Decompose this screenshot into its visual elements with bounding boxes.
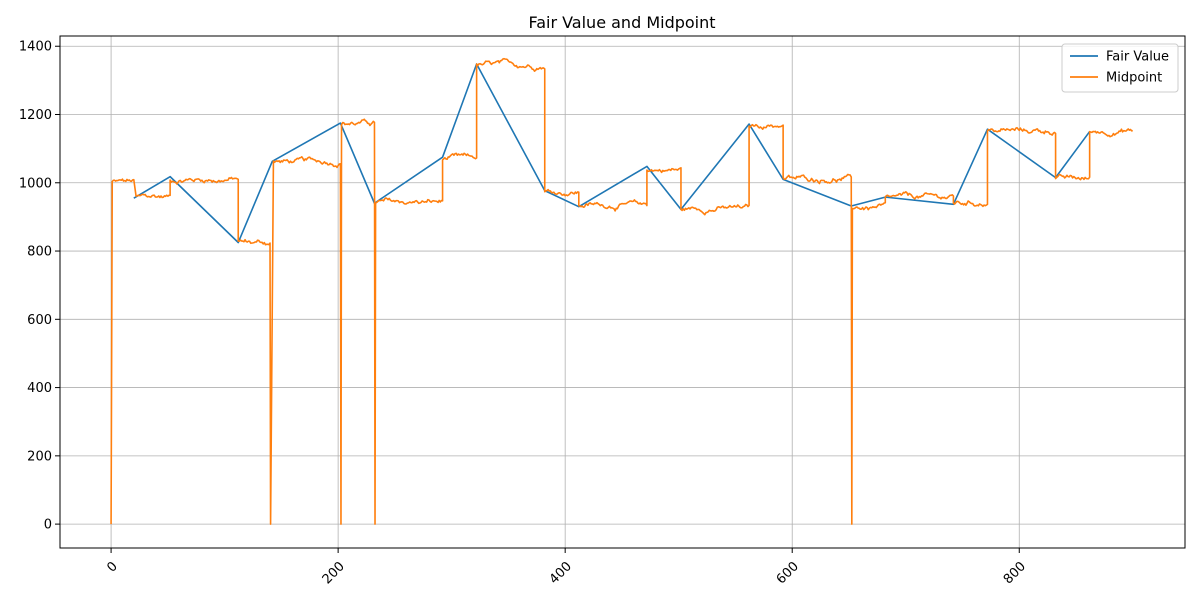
y-tick-label: 400: [27, 381, 52, 396]
y-tick-label: 1400: [19, 40, 52, 55]
series-line-fair-value: [133, 63, 1091, 244]
y-tick-label: 800: [27, 245, 52, 260]
y-tick-label: 1200: [19, 108, 52, 123]
series-line-midpoint: [110, 57, 1133, 525]
x-tick-label: 600: [774, 559, 802, 587]
x-tick-label: 0: [104, 559, 120, 575]
series-layer: [110, 57, 1133, 525]
y-tick-label: 1000: [19, 176, 52, 191]
ticks: 0 200 400 600 800 1000 1200 1400 0 200 400 600 800: [19, 40, 1029, 588]
y-tick-label: 0: [44, 518, 52, 533]
y-tick-label: 200: [27, 449, 52, 464]
x-tick-label: 400: [547, 559, 575, 587]
chart-title: Fair Value and Midpoint: [528, 13, 715, 32]
y-tick-label: 600: [27, 313, 52, 328]
x-tick-label: 200: [320, 559, 348, 587]
legend: Fair Value Midpoint: [1061, 43, 1179, 93]
legend-label: Midpoint: [1106, 71, 1162, 86]
legend-label: Fair Value: [1106, 50, 1169, 65]
grid: [60, 36, 1185, 548]
x-tick-label: 800: [1001, 559, 1029, 587]
plot-frame: [59, 35, 1186, 549]
